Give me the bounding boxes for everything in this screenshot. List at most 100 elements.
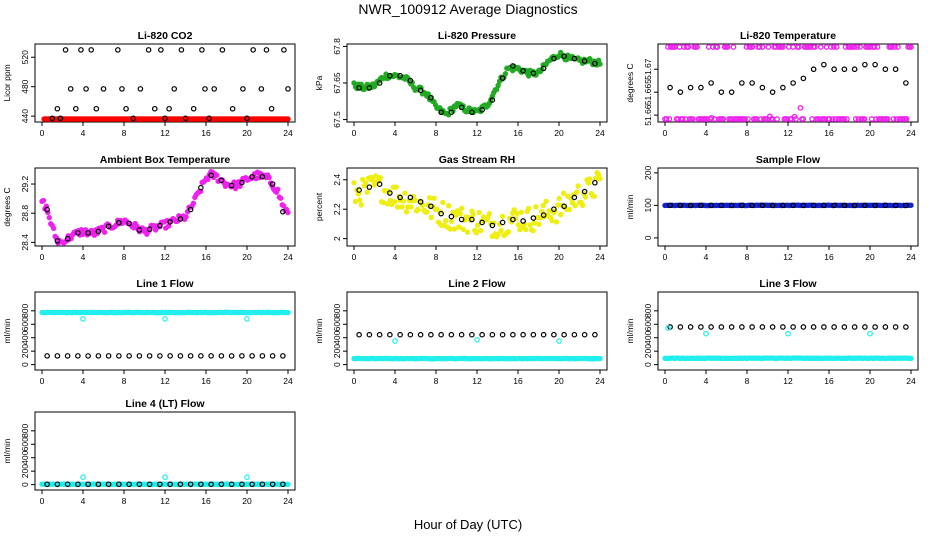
data-point-high-freq [730,44,737,50]
data-point-high-freq [380,199,386,206]
data-point-high-freq [213,172,220,178]
x-tick-label: 24 [283,376,293,386]
data-point-avg [146,226,153,233]
data-point-high-freq [453,212,459,219]
data-point-avg [387,72,393,79]
data-point-avg [54,353,61,359]
data-point-flask [67,86,74,92]
y-axis-label-10: ml/min [2,438,12,463]
data-point-avg [95,228,102,235]
data-point-high-freq [685,44,692,50]
y-tick-label: 0 [643,362,653,367]
x-tick-label: 20 [242,252,252,262]
data-point-high-freq [884,116,891,122]
panel-title-4: Ambient Box Temperature [100,154,231,166]
data-point-flask [57,115,64,122]
y-tick-label: 600 [20,317,30,331]
data-point-avg [769,202,776,209]
data-point-high-freq [851,44,858,50]
data-point-avg [551,55,557,62]
data-point-high-freq [530,228,536,234]
data-point-flask [703,330,709,337]
data-point-avg [239,179,245,186]
data-point-high-freq [403,209,410,215]
data-point-avg [397,194,403,201]
data-point-avg [239,481,245,488]
data-point-high-freq [689,116,696,122]
data-point-flask [166,105,172,112]
data-point-flask [392,338,398,344]
data-point-avg [64,353,71,359]
x-tick-label: 8 [434,252,439,262]
data-point-high-freq [793,116,799,122]
data-point-flask [88,47,95,53]
data-point-avg [769,89,776,95]
data-point-high-freq [892,44,898,50]
data-point-avg [841,66,848,73]
data-point-avg [157,353,163,359]
data-point-high-freq [425,91,431,97]
data-point-high-freq [831,44,837,50]
data-point-avg [469,216,475,223]
data-point-flask [83,86,89,92]
data-point-high-freq [549,217,555,224]
data-point-high-freq [415,206,421,213]
data-point-high-freq [475,222,481,229]
data-point-avg [376,181,383,187]
y-tick-label: 800 [332,303,342,317]
data-point-high-freq [745,116,751,122]
y-tick-label: 200 [643,166,653,180]
data-point-flask [190,105,197,112]
x-tick-label: 4 [393,376,398,386]
data-point-avg [280,208,286,215]
x-tick-label: 24 [906,376,916,386]
data-point-high-freq [285,116,291,122]
data-point-flask [73,105,79,112]
data-point-high-freq [796,44,802,50]
data-point-high-freq [392,199,398,205]
data-point-avg [208,353,214,359]
data-point-high-freq [540,202,546,209]
data-point-avg [198,481,204,488]
data-point-high-freq [464,229,471,235]
data-point-avg [551,206,557,213]
y-axis-label-3: degrees C [625,63,635,102]
data-point-avg [903,80,909,86]
data-point-high-freq [817,44,824,50]
data-point-avg [739,80,745,86]
data-point-high-freq [101,229,108,235]
x-tick-label: 20 [865,376,875,386]
data-point-high-freq [800,116,807,122]
data-point-high-freq [515,222,522,228]
data-point-flask [211,86,218,92]
data-point-avg [458,104,465,111]
data-point-avg [438,109,444,116]
data-point-high-freq [572,202,578,209]
data-point-avg [718,89,725,95]
data-point-avg [882,66,889,73]
data-point-avg [530,331,537,338]
data-point-avg [677,89,684,95]
data-point-high-freq [536,221,542,228]
data-point-avg [520,68,526,74]
data-point-high-freq [470,211,477,218]
data-point-avg [228,481,235,488]
data-point-high-freq [428,214,434,221]
data-point-high-freq [591,193,597,199]
data-point-high-freq [749,44,756,50]
data-point-avg [428,331,434,338]
x-tick-label: 12 [160,496,170,506]
y-tick-label: 28.8 [20,205,30,222]
data-point-avg [259,173,266,180]
data-point-avg [581,58,588,64]
data-point-avg [105,223,112,230]
data-point-avg [458,216,465,223]
data-point-high-freq [377,175,383,181]
x-tick-label: 8 [745,128,750,138]
data-point-high-freq [400,198,407,204]
data-point-avg [269,481,276,488]
data-point-high-freq [841,116,847,122]
data-point-avg [759,84,766,91]
data-point-avg [903,324,909,330]
y-tick-label: 400 [20,450,30,464]
